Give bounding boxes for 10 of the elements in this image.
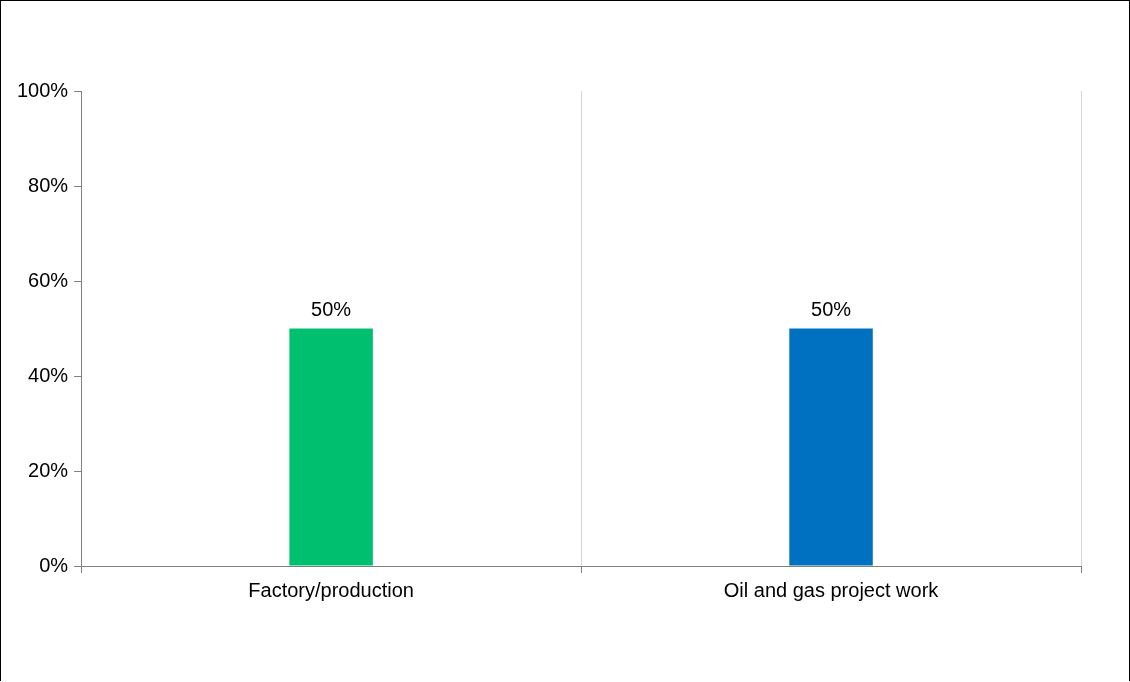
y-tick-label: 20% [28, 458, 69, 481]
y-tick-label: 40% [28, 363, 69, 386]
x-tick-label: Oil and gas project work [723, 578, 940, 601]
y-tick-label: 80% [28, 173, 69, 196]
y-tick-label: 60% [28, 268, 69, 291]
x-tick-label: Factory/production [248, 578, 414, 601]
y-tick-label: 0% [39, 553, 69, 576]
y-tick-label: 100% [17, 78, 69, 101]
data-label: 50% [811, 298, 852, 321]
data-label: 50% [311, 298, 352, 321]
